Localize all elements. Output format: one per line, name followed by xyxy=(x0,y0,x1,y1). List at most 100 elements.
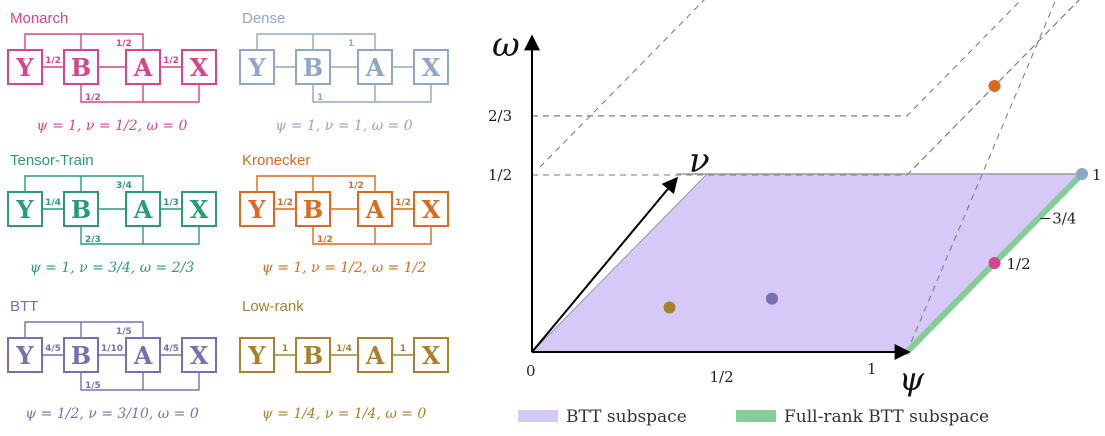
panel-kronecker: Kronecker 1/2 1/2 1/2 1/2 Y B A Xψ = 1, ν = 1/2,… xyxy=(239,152,449,276)
omega-label: ω xyxy=(492,25,520,65)
box-label-a: A xyxy=(133,341,153,370)
box-label-b: B xyxy=(303,53,323,82)
panel-title: Dense xyxy=(242,10,285,27)
top-weight: 1/2 xyxy=(116,39,132,49)
box-a xyxy=(125,337,161,373)
top-connector xyxy=(24,321,144,338)
point-monarch xyxy=(988,257,1001,269)
panel-low-rank: Low-rank 1 1/4 1 Y B A Xψ = 1/4, ν = 1/4, ω = 0 xyxy=(239,298,449,422)
box-label-a: A xyxy=(365,53,385,82)
box-label-b: B xyxy=(71,341,91,370)
structure-panels: Monarch 1/2 1/2 1/2 1/2 Y B A Xψ = 1, ν = 1/2, ω… xyxy=(7,10,449,422)
box-b xyxy=(295,191,331,227)
top-weight: 1/5 xyxy=(116,327,132,337)
bottom-connector xyxy=(80,226,200,245)
box-label-y: Y xyxy=(15,341,34,370)
dashed-plane-1 xyxy=(532,0,1022,117)
bottom-weight: 1/5 xyxy=(85,381,101,391)
box-b xyxy=(295,337,331,373)
box-a xyxy=(357,191,393,227)
box-label-y: Y xyxy=(247,195,266,224)
box-x xyxy=(181,191,217,227)
point-dense xyxy=(1076,168,1088,180)
weight-ba: 1/4 xyxy=(336,344,352,354)
weight-yb: 4/5 xyxy=(45,344,61,354)
box-a xyxy=(357,337,393,373)
box-label-a: A xyxy=(133,195,153,224)
top-connector xyxy=(24,33,144,50)
box-label-x: X xyxy=(190,53,209,82)
panel-title: Kronecker xyxy=(242,152,310,169)
box-a xyxy=(125,191,161,227)
box-label-x: X xyxy=(190,341,209,370)
psi-label: ψ xyxy=(899,360,925,398)
panel-caption: ψ = 1, ν = 1, ω = 0 xyxy=(275,118,412,134)
box-a xyxy=(125,49,161,85)
edge-tick-1: 1 xyxy=(1092,166,1102,184)
weight-ax: 1/2 xyxy=(395,198,411,208)
weight-ax: 1/2 xyxy=(163,56,179,66)
weight-yb: 1/2 xyxy=(45,56,61,66)
z-tick-half: 1/2 xyxy=(488,166,512,184)
top-connector xyxy=(256,175,376,192)
weight-ba: 1/10 xyxy=(101,344,123,354)
legend-label-full-rank: Full-rank BTT subspace xyxy=(784,407,989,427)
weight-yb: 1/2 xyxy=(277,198,293,208)
bottom-weight: 1/2 xyxy=(317,235,333,245)
legend-label-btt: BTT subspace xyxy=(566,407,687,427)
box-label-b: B xyxy=(303,341,323,370)
edge-tick-half: 1/2 xyxy=(1007,255,1031,273)
weight-yb: 1/4 xyxy=(45,198,61,208)
panel-caption: ψ = 1, ν = 1/2, ω = 0 xyxy=(37,118,188,134)
top-weight: 3/4 xyxy=(116,181,132,191)
box-y xyxy=(239,337,275,373)
box-y xyxy=(7,337,43,373)
top-connector xyxy=(24,175,144,192)
weight-ax: 4/5 xyxy=(163,344,179,354)
box-x xyxy=(181,337,217,373)
box-a xyxy=(357,49,393,85)
point-btt xyxy=(766,292,778,305)
box-label-a: A xyxy=(365,195,385,224)
bottom-weight: 2/3 xyxy=(85,235,101,245)
x-tick-half: 1/2 xyxy=(710,368,734,386)
box-label-y: Y xyxy=(15,53,34,82)
box-label-y: Y xyxy=(247,341,266,370)
panel-tensor-train: Tensor-Train 3/4 2/3 1/4 1/3 Y B A Xψ = 1, ν = 3… xyxy=(7,152,217,276)
legend-swatch-btt xyxy=(518,410,558,422)
box-label-x: X xyxy=(422,195,441,224)
top-weight: 1/2 xyxy=(348,181,364,191)
panel-title: Tensor-Train xyxy=(10,152,94,169)
nu-label: ν xyxy=(689,141,710,181)
bottom-connector xyxy=(80,84,200,103)
box-y xyxy=(239,49,275,85)
bottom-connector xyxy=(312,226,432,245)
box-label-a: A xyxy=(365,341,385,370)
legend-swatch-full-rank xyxy=(736,410,776,422)
box-label-b: B xyxy=(71,195,91,224)
box-y xyxy=(7,49,43,85)
bottom-connector xyxy=(80,372,200,391)
weight-yb: 1 xyxy=(282,344,288,354)
box-b xyxy=(295,49,331,85)
panel-caption: ψ = 1, ν = 3/4, ω = 2/3 xyxy=(30,260,195,276)
box-x xyxy=(413,337,449,373)
top-connector xyxy=(256,33,376,50)
x-tick-1: 1 xyxy=(867,360,877,378)
box-label-b: B xyxy=(303,195,323,224)
point-low-rank xyxy=(663,301,676,314)
panel-title: Monarch xyxy=(10,10,68,27)
box-b xyxy=(63,337,99,373)
box-y xyxy=(239,191,275,227)
panel-btt: BTT 1/5 1/5 4/5 1/10 4/5 Y B A Xψ = 1/2, ν = 3/10… xyxy=(7,298,217,422)
box-label-y: Y xyxy=(247,53,266,82)
box-label-x: X xyxy=(422,341,441,370)
box-x xyxy=(413,191,449,227)
panel-title: BTT xyxy=(10,298,38,315)
weight-ax: 1/3 xyxy=(163,198,179,208)
dashed-guide-1 xyxy=(539,0,705,168)
top-weight: 1 xyxy=(348,39,354,49)
weight-ax: 1 xyxy=(400,344,406,354)
bottom-weight: 1 xyxy=(317,93,323,103)
panel-caption: ψ = 1, ν = 1/2, ω = 1/2 xyxy=(262,260,427,276)
